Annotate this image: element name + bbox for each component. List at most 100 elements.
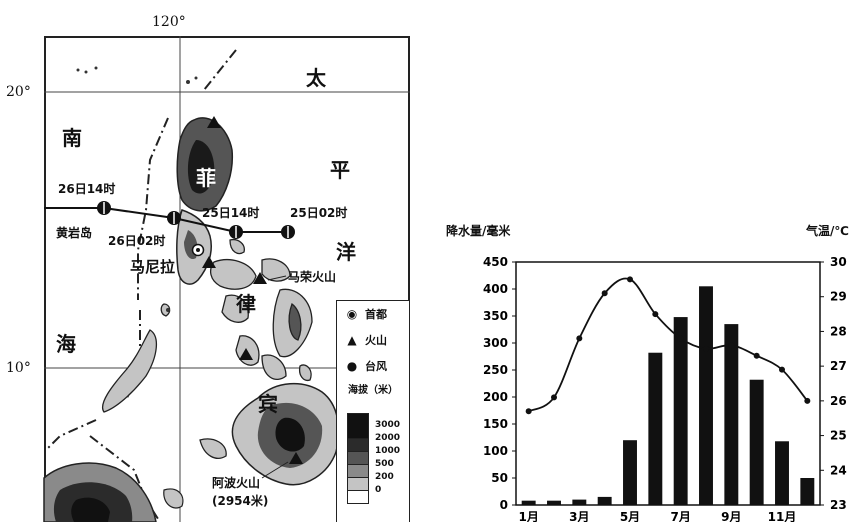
left-tick-label-450: 450 [483, 255, 508, 269]
left-tick-label-50: 50 [491, 471, 508, 485]
temperature-axis-label: 气温/℃ [806, 224, 849, 238]
temperature-point-month-9 [728, 342, 735, 349]
legend-capital: ◉ 首都 [346, 307, 387, 321]
borneo-corner [43, 462, 184, 522]
left-tick-label-100: 100 [483, 444, 508, 458]
apo-volcano-label: 阿波火山 [212, 476, 261, 490]
huangyan-island-label: 黄岩岛 [56, 226, 93, 240]
typhoon-label-26-02: 26日02时 [108, 234, 166, 248]
country-label-1: 菲 [196, 166, 216, 190]
typhoon-label-25-02: 25日02时 [290, 206, 348, 220]
mindanao-island [199, 382, 340, 486]
south-sea-label-2: 海 [56, 332, 76, 356]
temperature-point-month-6 [652, 311, 659, 318]
x-tick-label-5: 5月 [620, 510, 640, 522]
legend-typhoon: ● 台风 [346, 359, 387, 373]
country-label-2: 律 [236, 292, 256, 316]
capital-icon: ◉ [346, 307, 358, 321]
left-tick-label-300: 300 [483, 336, 508, 350]
right-tick-label-27: 27 [830, 359, 847, 373]
right-tick-label-25: 25 [830, 429, 847, 443]
right-tick-label-24: 24 [830, 463, 847, 477]
capital-manila-icon [191, 243, 205, 257]
precipitation-bar-month-5 [623, 440, 637, 505]
left-tick-label-0: 0 [500, 498, 508, 512]
map-legend: ◉ 首都 ▲ 火山 ● 台风 海拔（米） 3000 2000 1000 500 … [336, 300, 410, 522]
temperature-point-month-5 [627, 276, 633, 283]
manila-label: 马尼拉 [130, 258, 176, 276]
x-tick-label-7: 7月 [670, 510, 690, 522]
chart-plot-frame [515, 261, 821, 506]
temperature-line [528, 277, 809, 413]
typhoon-point-25-02 [281, 225, 295, 239]
temperature-point-month-7 [677, 335, 684, 342]
country-label-3: 宾 [258, 392, 278, 416]
left-tick-label-250: 250 [483, 363, 508, 377]
temperature-point-month-1 [525, 408, 532, 415]
pacific-label-2: 平 [330, 158, 350, 182]
temperature-point-month-12 [804, 397, 811, 404]
right-tick-label-23: 23 [830, 498, 847, 512]
temperature-point-month-4 [601, 290, 608, 297]
precipitation-bar-month-9 [724, 324, 739, 505]
precipitation-bar-month-1 [521, 500, 536, 505]
volcano-mayon-icon [253, 272, 267, 284]
right-tick-label-30: 30 [830, 255, 847, 269]
typhoon-icon: ● [346, 359, 358, 373]
visayas-islands [101, 238, 313, 413]
small-islets [76, 66, 198, 312]
map-frame [44, 36, 410, 522]
apo-leader-line [261, 461, 289, 479]
elevation-color-bar [347, 413, 369, 504]
longitude-120-label: 120° [152, 14, 186, 30]
temperature-point-month-2 [551, 394, 557, 401]
typhoon-point-25-14 [229, 225, 243, 239]
volcano-central-icon [239, 348, 253, 360]
left-tick-label-150: 150 [483, 417, 508, 431]
temperature-point-month-11 [779, 366, 785, 373]
legend-elevation-title: 海拔（米） [348, 385, 398, 396]
typhoon-label-26-14: 26日14时 [58, 182, 116, 196]
x-tick-label-11: 11月 [768, 510, 797, 522]
right-tick-label-29: 29 [830, 290, 847, 304]
typhoon-label-25-14: 25日14时 [202, 206, 260, 220]
south-sea-label-1: 南 [62, 126, 82, 150]
pacific-label-3: 洋 [336, 240, 356, 264]
precipitation-bar-month-12 [800, 478, 815, 505]
precipitation-bar-month-6 [648, 352, 663, 505]
left-tick-label-200: 200 [483, 390, 508, 404]
typhoon-point-26-14 [97, 201, 111, 215]
temperature-point-month-8 [703, 345, 709, 352]
latitude-10-label: 10° [6, 360, 31, 376]
temperature-point-month-10 [753, 352, 760, 359]
left-tick-label-350: 350 [483, 309, 508, 323]
elevation-labels: 3000 2000 1000 500 200 0 [375, 420, 401, 495]
volcano-north-icon [207, 116, 221, 128]
precipitation-bar-month-11 [775, 441, 789, 505]
x-tick-label-1: 1月 [518, 510, 538, 522]
temperature-point-month-3 [576, 335, 583, 342]
right-tick-label-26: 26 [830, 394, 847, 408]
precipitation-bar-month-8 [699, 286, 713, 505]
precipitation-bar-month-2 [547, 500, 561, 505]
climate-chart: 0 50 100 150 200 250 300 350 400 450 23 24 25 26 27 28 2… [483, 255, 847, 522]
precipitation-bar-month-7 [673, 317, 688, 505]
left-tick-label-400: 400 [483, 282, 508, 296]
precipitation-bar-month-3 [572, 499, 587, 505]
precipitation-bar-month-4 [597, 496, 612, 505]
pacific-label-1: 太 [306, 66, 326, 90]
map-graphics [43, 36, 410, 522]
typhoon-point-26-02 [167, 211, 181, 225]
right-tick-label-28: 28 [830, 324, 847, 338]
latitude-20-label: 20° [6, 84, 31, 100]
volcano-taal-icon [202, 256, 216, 268]
volcano-icon: ▲ [347, 333, 357, 347]
apo-height-label: (2954米) [212, 494, 269, 508]
precipitation-bar-month-10 [749, 379, 764, 505]
mayon-leader-line [267, 275, 287, 281]
mayon-volcano-label: 马荣火山 [288, 270, 337, 284]
precipitation-axis-label: 降水量/毫米 [446, 224, 511, 238]
legend-volcano: ▲ 火山 [337, 327, 409, 353]
x-tick-label-3: 3月 [569, 510, 589, 522]
volcano-apo-icon [289, 452, 303, 464]
